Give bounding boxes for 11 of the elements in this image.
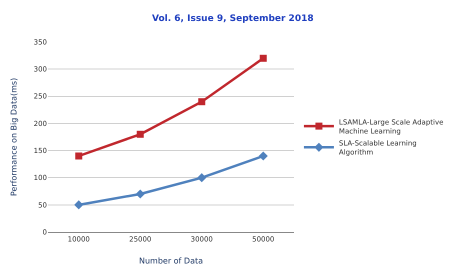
point: [136, 130, 144, 138]
point: [75, 152, 82, 160]
point: [136, 189, 145, 199]
point: [198, 98, 206, 106]
y-axis-title: Performance on Big Data(ms): [9, 78, 18, 196]
x-axis-title: Number of Data: [138, 256, 204, 266]
point: [258, 151, 268, 161]
point: [260, 54, 267, 62]
point: [74, 200, 84, 210]
point: [197, 173, 206, 182]
text: Vol. 6, Issue 9, September 2018: [152, 14, 314, 24]
